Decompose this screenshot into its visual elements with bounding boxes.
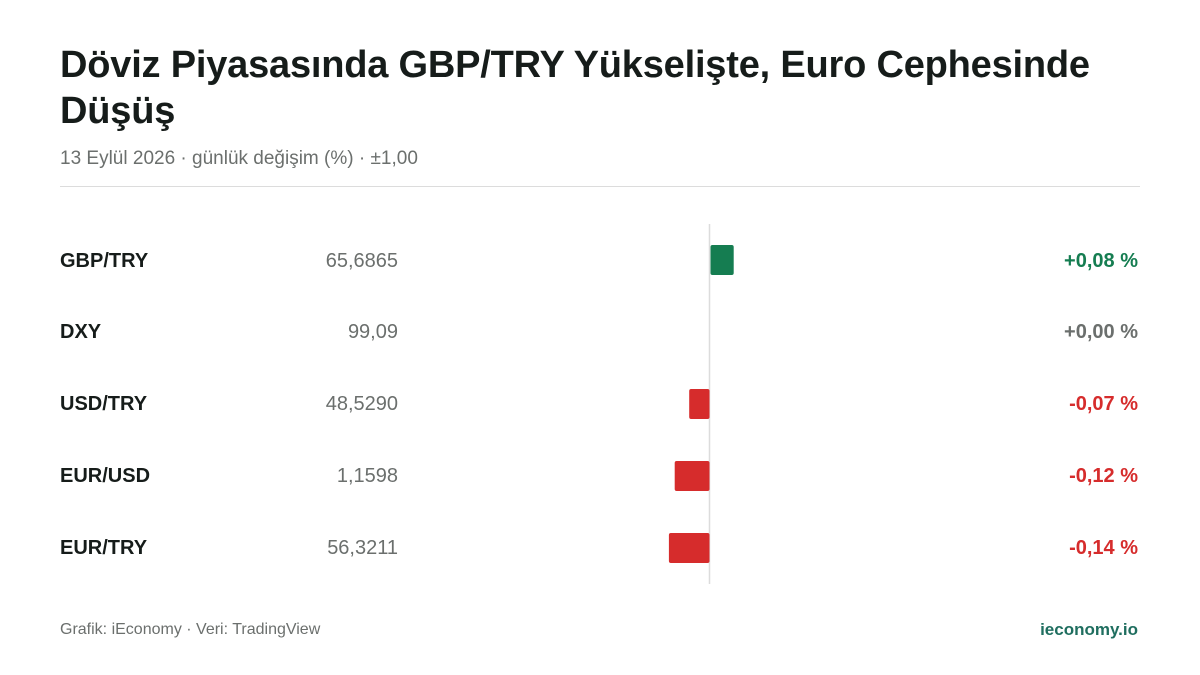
row-price-eur-usd: 1,1598 [336, 465, 398, 487]
footer-source: Grafik: iEconomy · Veri: TradingView [60, 621, 321, 638]
row-pct-gbp-try: +0,08 % [1064, 250, 1138, 272]
row-label-gbp-try: GBP/TRY [60, 250, 149, 272]
row-pct-dxy: +0,00 % [1064, 321, 1138, 343]
row-price-dxy: 99,09 [347, 321, 398, 343]
row-price-gbp-try: 65,6865 [325, 250, 398, 272]
chart-subtitle: 13 Eylül 2026 · günlük değişim (%) · ±1,… [60, 148, 418, 169]
header-divider [60, 186, 1140, 187]
row-pct-eur-usd: -0,12 % [1069, 465, 1138, 487]
row-label-eur-usd: EUR/USD [60, 465, 151, 487]
row-price-usd-try: 48,5290 [325, 393, 398, 415]
bar-eur-usd [674, 461, 710, 491]
row-price-eur-try: 56,3211 [327, 537, 398, 559]
bar-usd-try [689, 389, 710, 419]
bar-eur-try [668, 533, 710, 563]
row-label-dxy: DXY [60, 321, 102, 343]
row-pct-eur-try: -0,14 % [1069, 537, 1138, 559]
row-label-eur-try: EUR/TRY [60, 537, 148, 559]
chart-title: Döviz Piyasasında GBP/TRY Yükselişte, Eu… [60, 44, 1090, 132]
row-label-usd-try: USD/TRY [60, 393, 148, 415]
bar-gbp-try [710, 245, 734, 275]
row-pct-usd-try: -0,07 % [1069, 393, 1138, 415]
footer-brand-link[interactable]: ieconomy.io [1040, 620, 1138, 639]
